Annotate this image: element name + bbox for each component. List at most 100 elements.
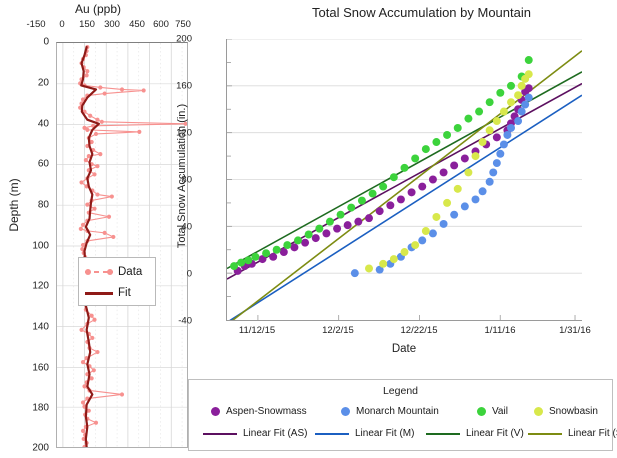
scatter-point [496,88,505,97]
y-tick: 20 [37,77,49,89]
x-tick: 1/31/16 [559,325,591,336]
y-axis-tick-marks [227,39,232,297]
scatter-point [379,259,388,268]
scatter-point [279,248,288,257]
scatter-point [453,184,462,193]
scatter-point [347,203,356,212]
legend-item-fit-m[interactable]: Linear Fit (M) [315,428,414,439]
legend-title: Legend [382,385,419,397]
scatter-point [396,195,405,204]
legend-item-snowbasin[interactable]: Snowbasin [534,406,598,417]
x-tick: 1/11/16 [484,325,516,336]
x-axis-tick-marks [257,315,576,320]
scatter-point [499,107,508,116]
legend-label-data: Data [118,266,143,278]
scatter-point [450,161,459,170]
data-series-swatch [85,267,113,277]
x-tick: -150 [26,19,46,30]
scatter-point [464,168,473,177]
right-chart-x-axis-ticks: 11/12/15 12/2/15 12/22/15 1/11/16 1/31/1… [226,325,591,341]
y-tick: 160 [32,362,49,374]
scatter-point [439,168,448,177]
legend-item-fit-s[interactable]: Linear Fit (S) [528,428,617,439]
au-depth-chart: Au (ppb) -150 0 150 300 450 600 750 0 20… [0,0,196,458]
y-tick: 140 [32,321,49,333]
scatter-point [514,117,523,125]
right-chart-y-axis-ticks: 200 160 120 80 40 0 -40 [164,30,198,330]
legend-label: Vail [492,406,508,417]
scatter-point [365,264,373,273]
scatter-point [375,207,384,216]
y-tick: 60 [37,158,49,170]
scatter-point [428,175,437,184]
scatter-point [507,81,515,90]
legend-item-monarch-mountain[interactable]: Monarch Mountain [341,406,439,417]
scatter-point [460,154,469,163]
scatter-point [421,227,430,236]
y-tick: 80 [37,199,49,211]
x-tick: 300 [104,19,120,30]
legend-label: Snowbasin [549,406,598,417]
y-tick: 80 [181,174,192,186]
scatter-point [521,100,530,109]
scatter-point [389,173,398,182]
marker-icon-snowbasin [534,407,543,416]
scatter-point [304,230,313,239]
scatter-point [322,229,331,238]
scatter-point [386,201,395,210]
line-icon-fit-as [203,432,237,435]
right-chart-plot-area [226,39,582,321]
scatter-point [258,255,267,264]
au-fit-series-line [80,45,100,447]
scatter-point [485,177,494,186]
scatter-point [336,210,345,219]
scatter-point [524,70,533,79]
line-icon-fit-m [315,432,349,435]
scatter-point [368,189,377,198]
legend-item-fit-as[interactable]: Linear Fit (AS) [203,428,307,439]
scatter-point [311,234,320,243]
scatter-point [237,258,246,267]
scatter-point [354,217,363,226]
legend-label: Linear Fit (S) [568,428,617,439]
x-tick: 150 [79,19,95,30]
scatter-point [350,269,359,278]
legend-item-aspen-snowmass[interactable]: Aspen-Snowmass [211,406,307,417]
legend-item-data: Data [85,263,142,281]
scatter-point [407,188,416,197]
scatter-point [421,145,430,154]
scatter-point [471,195,480,204]
y-tick: 200 [32,442,49,454]
scatter-point [524,84,533,93]
fit-series-swatch [85,288,113,298]
scatter-point [517,107,526,116]
right-chart-title: Total Snow Accumulation by Mountain [312,5,531,20]
scatter-point [507,123,515,132]
scatter-point [443,130,452,139]
y-tick: 180 [32,402,49,414]
y-tick: 40 [181,221,192,233]
scatter-point [485,98,494,107]
y-tick: 200 [176,33,192,45]
legend-item-vail[interactable]: Vail [477,406,508,417]
scatter-point [411,241,420,250]
left-chart-x-axis-ticks: -150 0 150 300 450 600 750 [0,19,196,33]
scatter-point [269,252,278,261]
scatter-point [492,117,501,125]
scatter-point [485,126,494,135]
marker-icon-aspen-snowmass [211,407,220,416]
scatter-point [492,159,501,168]
scatter-point [343,221,352,230]
scatter-point [478,138,487,147]
scatter-point [439,219,448,228]
scatter-point [400,248,409,257]
scatter-point [443,198,452,207]
legend-label: Aspen-Snowmass [226,406,307,417]
snow-accumulation-chart: Total Snow Accumulation by Mountain 200 … [176,0,617,458]
right-chart-y-axis-label: Total Snow Accumulation (in.) [176,103,188,249]
left-chart-legend: Data Fit [78,257,156,306]
legend-label-fit: Fit [118,287,131,299]
scatter-point [450,210,459,219]
legend-item-fit-v[interactable]: Linear Fit (V) [426,428,524,439]
scatter-point [503,130,512,139]
